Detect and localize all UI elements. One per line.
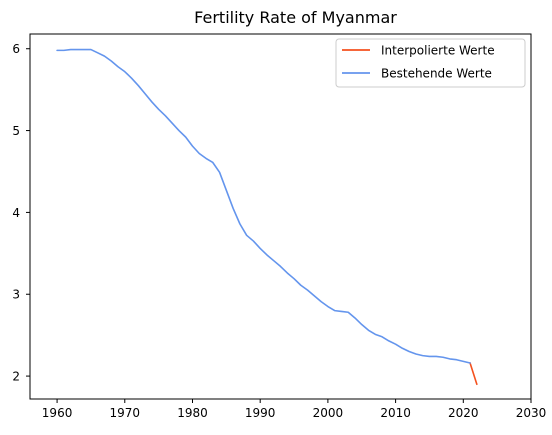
y-axis: 2 3 4 5 6 (12, 42, 30, 384)
x-axis: 1960 1970 1980 1990 2000 2010 2020 2030 (42, 399, 546, 420)
x-tick-label: 1960 (42, 406, 73, 420)
y-tick-label: 6 (12, 42, 20, 56)
y-tick-label: 4 (12, 206, 20, 220)
series-line-1 (56, 48, 471, 364)
y-tick-label: 2 (12, 370, 20, 384)
x-tick-label: 2020 (448, 406, 479, 420)
x-tick-label: 1990 (245, 406, 276, 420)
chart-title: Fertility Rate of Myanmar (194, 8, 397, 27)
y-tick-label: 5 (12, 124, 20, 138)
plot-frame (29, 33, 532, 400)
legend-label-0: Interpolierte Werte (381, 44, 495, 58)
plot-lines (56, 48, 478, 386)
x-tick-label: 2000 (313, 406, 344, 420)
y-tick-label: 3 (12, 288, 20, 302)
series-line-0 (469, 362, 478, 386)
x-tick-label: 2030 (516, 406, 547, 420)
legend: Interpolierte Werte Bestehende Werte (335, 38, 526, 88)
legend-label-1: Bestehende Werte (381, 67, 492, 81)
x-tick-label: 1970 (110, 406, 141, 420)
x-tick-label: 2010 (380, 406, 411, 420)
legend-box (335, 38, 526, 88)
x-tick-label: 1980 (177, 406, 208, 420)
